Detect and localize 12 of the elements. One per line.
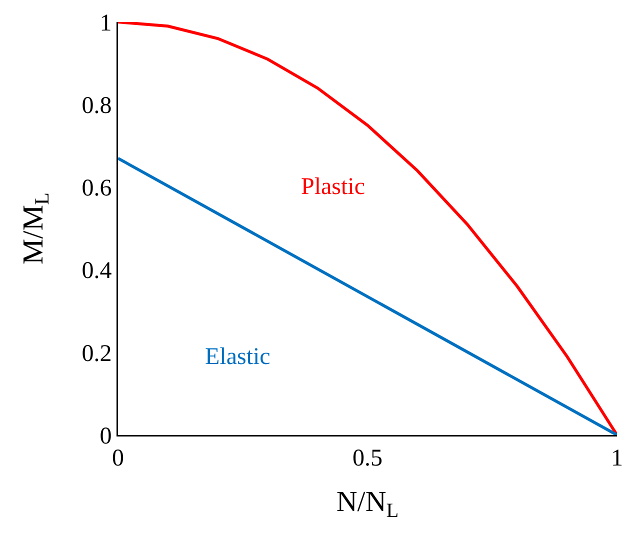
y-tick-label: 1 <box>100 10 112 36</box>
y-tick-label: 0.2 <box>82 340 112 367</box>
x-axis-title: N/N$_{L}$ <box>336 486 399 522</box>
text: Elastic <box>205 344 270 370</box>
series-label: Plastic <box>301 174 365 200</box>
x-tick-label: 0.5 <box>352 445 382 472</box>
y-tick-label: 0.8 <box>82 93 112 119</box>
y-tick-label: 0.6 <box>82 176 112 202</box>
x-tick-label: 1 <box>611 445 623 472</box>
y-tick-label: 0.4 <box>82 258 112 284</box>
line-series <box>118 22 617 435</box>
y-tick-label: 0 <box>100 423 112 450</box>
